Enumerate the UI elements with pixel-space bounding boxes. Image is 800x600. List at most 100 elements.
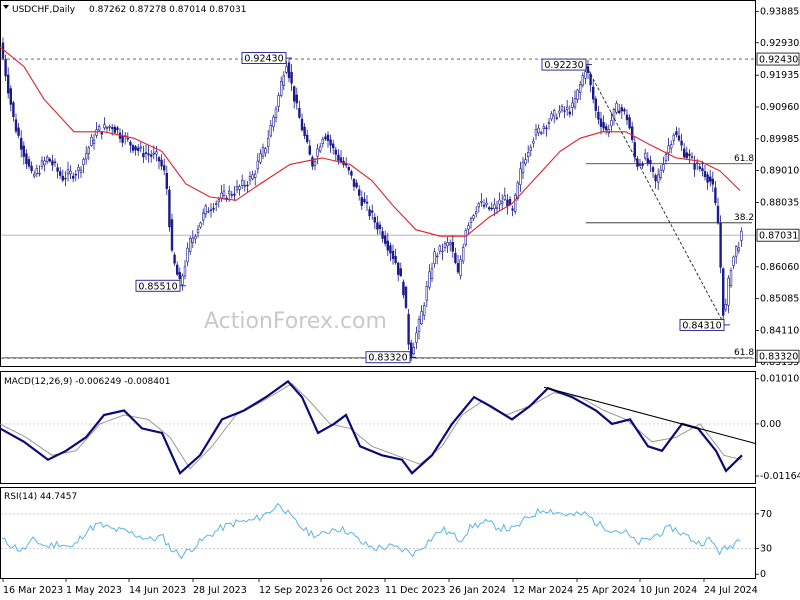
- candle: [266, 129, 270, 154]
- candle: [287, 59, 291, 83]
- candle: [376, 215, 379, 235]
- candle-body: [61, 175, 65, 181]
- candle: [370, 204, 374, 220]
- candle: [534, 124, 538, 140]
- candle: [241, 174, 244, 190]
- candle: [303, 123, 306, 140]
- candle: [662, 156, 665, 174]
- x-tick-label-8: 12 Mar 2024: [513, 585, 573, 596]
- x-tick-label-0: 16 Mar 2023: [3, 585, 63, 596]
- candle: [238, 184, 241, 196]
- candle: [672, 132, 676, 145]
- candle: [464, 228, 467, 248]
- candle: [542, 123, 546, 135]
- candle-body: [716, 205, 720, 224]
- candle: [311, 155, 314, 170]
- candle: [732, 255, 735, 270]
- candle-body: [589, 73, 592, 86]
- candle-body: [25, 153, 28, 165]
- price-annotation-0: 0.92430: [241, 52, 292, 65]
- candle-body: [422, 305, 426, 316]
- candle-body: [729, 270, 733, 286]
- candle-body: [740, 230, 743, 241]
- candle: [25, 149, 28, 170]
- candle: [454, 247, 457, 265]
- candle-body: [708, 176, 712, 182]
- price-tick-label-10: 0.83135: [760, 357, 799, 368]
- candle: [443, 241, 447, 252]
- candle-body: [651, 167, 655, 172]
- candle-body: [100, 132, 104, 135]
- candle-body: [183, 266, 187, 277]
- candle-body: [191, 237, 194, 243]
- candle-body: [144, 152, 148, 154]
- candle: [61, 169, 65, 183]
- candle: [183, 260, 187, 280]
- candle-body: [264, 148, 267, 154]
- candle: [581, 72, 585, 88]
- candle-body: [381, 231, 384, 239]
- candle-body: [121, 135, 124, 143]
- candle: [617, 103, 621, 115]
- price-tick-label-0: 0.93885: [760, 7, 799, 18]
- candle: [680, 133, 683, 151]
- candle: [4, 54, 7, 81]
- candle-body: [90, 136, 93, 146]
- candle: [394, 248, 397, 265]
- candle: [272, 114, 275, 132]
- candle: [363, 192, 366, 204]
- candle-body: [150, 154, 153, 157]
- candle-body: [370, 210, 374, 213]
- candle: [682, 143, 686, 160]
- candle-body: [334, 149, 337, 155]
- candle: [438, 244, 441, 255]
- candle-body: [56, 167, 59, 172]
- candle: [659, 164, 663, 181]
- price-annotation-2: 0.83320: [365, 351, 416, 364]
- candle-body: [79, 169, 83, 173]
- candle-body: [714, 187, 717, 203]
- price-tick-label-4: 0.89985: [760, 134, 799, 145]
- macd-trendline: [543, 386, 757, 445]
- candle: [656, 168, 660, 191]
- candle: [277, 92, 280, 112]
- macd-line: [0, 379, 743, 476]
- candle-body: [98, 126, 101, 131]
- candle-body: [347, 167, 350, 171]
- candle-body: [66, 169, 70, 175]
- candle: [350, 169, 353, 180]
- candle-body: [38, 172, 41, 175]
- candle-body: [404, 286, 408, 308]
- candle: [360, 190, 363, 210]
- candle: [329, 134, 332, 153]
- candle-body: [441, 250, 444, 253]
- candle: [22, 141, 25, 165]
- candle-body: [698, 166, 702, 169]
- candle-body: [259, 153, 262, 163]
- candle-body: [233, 193, 236, 196]
- candle-body: [43, 160, 46, 166]
- candle-body: [350, 171, 353, 176]
- candle-body: [266, 137, 270, 147]
- candle-body: [220, 192, 223, 199]
- candle: [194, 233, 197, 244]
- candle: [98, 124, 101, 132]
- candle: [565, 100, 569, 116]
- price-panel: [0, 0, 756, 367]
- candle-body: [12, 102, 15, 118]
- candle: [714, 180, 717, 206]
- candle-body: [165, 173, 168, 189]
- candle: [134, 145, 137, 156]
- candle: [165, 165, 168, 196]
- dropdown-triangle-icon[interactable]: [3, 5, 9, 9]
- candle-body: [461, 247, 465, 262]
- candle: [386, 232, 389, 256]
- macd-panel: [0, 371, 756, 484]
- candle-body: [732, 256, 735, 266]
- candle-body: [469, 218, 473, 223]
- candle: [493, 198, 496, 217]
- candle-body: [547, 121, 551, 124]
- candle: [308, 139, 311, 156]
- candle-body: [625, 114, 629, 121]
- candle: [282, 70, 285, 91]
